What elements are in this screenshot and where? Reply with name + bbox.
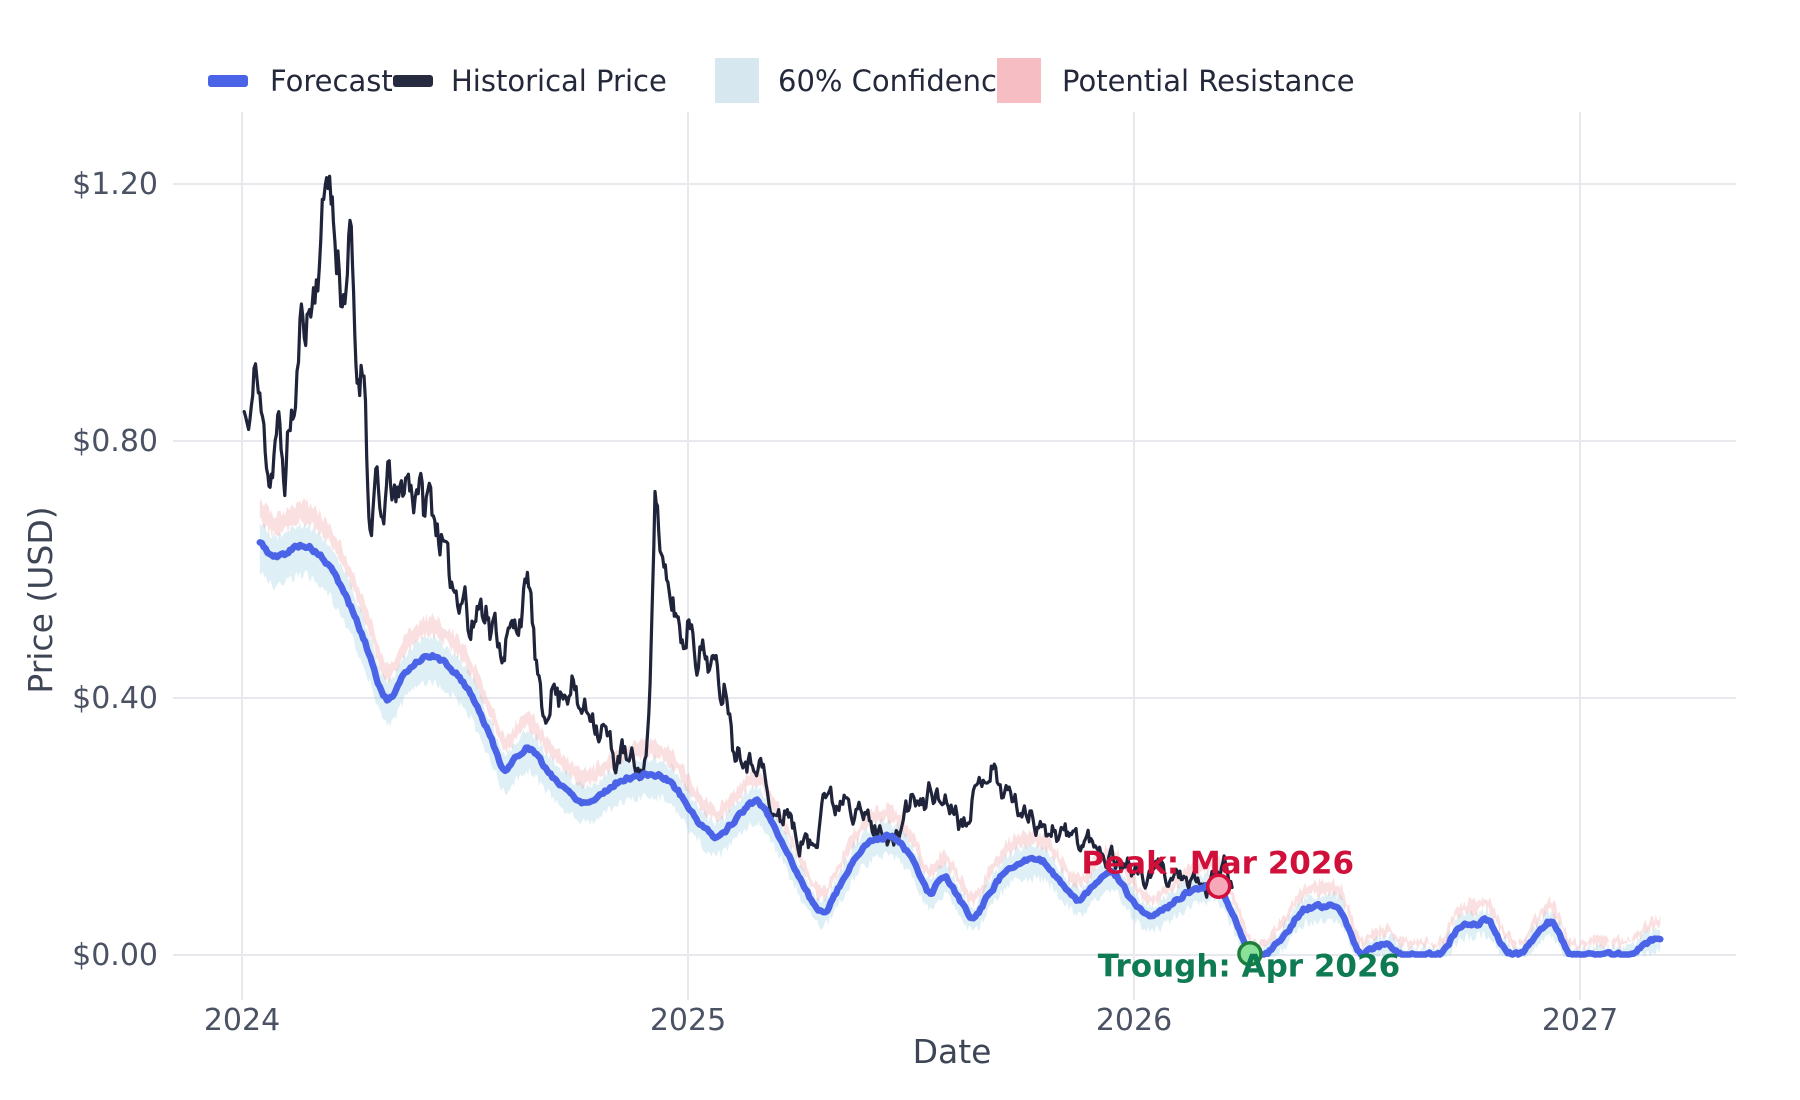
legend-line-swatch bbox=[208, 75, 248, 87]
forecast-line bbox=[256, 539, 1664, 958]
x-tick-label: 2026 bbox=[1096, 1003, 1172, 1038]
legend-item-forecast[interactable]: Forecast bbox=[208, 64, 393, 98]
legend-item-label: 60% Confidence bbox=[778, 64, 1015, 98]
annotations: Peak: Mar 2026 Trough: Apr 2026 bbox=[1081, 845, 1400, 984]
extrema-markers bbox=[1205, 873, 1263, 967]
historical-price-line bbox=[242, 174, 1234, 899]
series-lines bbox=[242, 174, 1664, 958]
band-potential-resistance bbox=[259, 498, 1661, 952]
legend-item-potential-resistance[interactable]: Potential Resistance bbox=[997, 58, 1355, 103]
x-axis-title: Date bbox=[913, 1032, 992, 1071]
band-60-confidence bbox=[259, 521, 1661, 957]
legend-item-60-confidence[interactable]: 60% Confidence bbox=[715, 58, 1015, 103]
gridlines bbox=[173, 112, 1736, 1000]
legend-line-swatch bbox=[393, 75, 433, 87]
legend: Forecast Historical Price 60% Confidence Po… bbox=[208, 58, 1355, 103]
legend-item-label: Potential Resistance bbox=[1062, 64, 1355, 98]
y-axis-title: Price (USD) bbox=[21, 506, 60, 693]
peak-annotation: Peak: Mar 2026 bbox=[1081, 845, 1354, 881]
legend-band-swatch bbox=[715, 58, 759, 103]
y-tick-label: $1.20 bbox=[72, 167, 158, 202]
legend-item-historical-price[interactable]: Historical Price bbox=[393, 64, 667, 98]
x-tick-label: 2024 bbox=[204, 1003, 280, 1038]
legend-band-swatch bbox=[997, 58, 1041, 103]
y-tick-label: $0.00 bbox=[72, 938, 158, 973]
x-tick-label: 2027 bbox=[1542, 1003, 1618, 1038]
legend-item-label: Historical Price bbox=[451, 64, 667, 98]
y-tick-label: $0.40 bbox=[72, 681, 158, 716]
y-tick-label: $0.80 bbox=[72, 424, 158, 459]
trough-annotation: Trough: Apr 2026 bbox=[1098, 949, 1400, 985]
x-tick-label: 2025 bbox=[650, 1003, 726, 1038]
peak-marker[interactable] bbox=[1205, 873, 1232, 900]
axis-ticks: 2024 2025 2026 2027 $0.00 $0.40 $0.80 $1.20 bbox=[72, 167, 1618, 1038]
confidence-bands bbox=[259, 498, 1661, 957]
trough-marker[interactable] bbox=[1237, 940, 1263, 967]
legend-item-label: Forecast bbox=[270, 64, 393, 98]
